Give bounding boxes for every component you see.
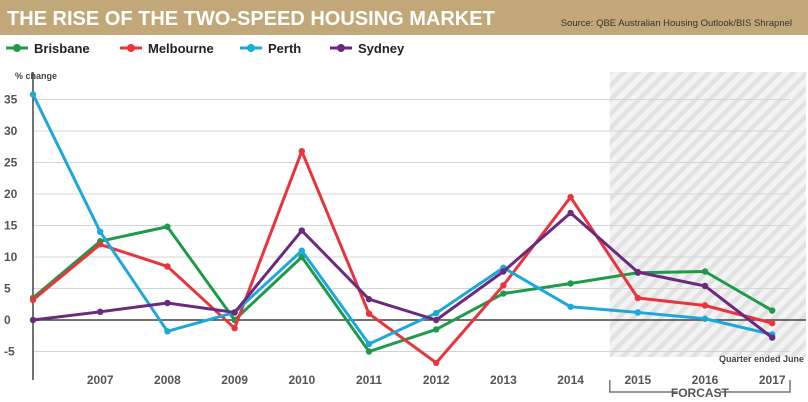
series-line-sydney bbox=[31, 211, 774, 340]
data-point-sydney bbox=[701, 282, 709, 290]
data-point-perth bbox=[567, 303, 574, 310]
data-point-melbourne bbox=[231, 324, 238, 332]
chart-title: THE RISE OF THE TWO-SPEED HOUSING MARKET bbox=[7, 8, 495, 30]
data-point-sydney bbox=[164, 299, 171, 307]
data-point-melbourne bbox=[769, 319, 776, 327]
legend-marker bbox=[13, 44, 21, 52]
legend-label: Brisbane bbox=[34, 41, 90, 56]
y-tick-label: 30 bbox=[4, 124, 18, 138]
y-tick-label: 25 bbox=[4, 156, 18, 170]
data-point-melbourne bbox=[701, 302, 709, 309]
data-point-melbourne bbox=[298, 147, 305, 155]
series-line-melbourne bbox=[31, 149, 774, 365]
data-point-perth bbox=[29, 91, 37, 98]
data-point-perth bbox=[298, 247, 305, 254]
legend-marker bbox=[337, 44, 345, 52]
y-tick-label: 15 bbox=[4, 219, 18, 233]
x-tick-label: 2012 bbox=[423, 373, 450, 387]
x-tick-label: 2009 bbox=[221, 373, 248, 387]
legend: Brisbane Melbourne Perth Sydney bbox=[6, 41, 405, 56]
header-bar bbox=[0, 0, 808, 35]
y-tick-label: 0 bbox=[4, 313, 11, 327]
legend-label: Sydney bbox=[358, 41, 405, 56]
data-point-brisbane bbox=[701, 268, 709, 275]
legend-label: Melbourne bbox=[148, 41, 214, 56]
data-point-brisbane bbox=[433, 326, 440, 333]
data-point-perth bbox=[701, 315, 709, 322]
x-tick-label: 2013 bbox=[490, 373, 517, 387]
data-point-sydney bbox=[231, 309, 238, 316]
data-point-sydney bbox=[500, 268, 507, 275]
x-tick-label: 2011 bbox=[356, 373, 382, 387]
y-axis: 35 30 25 20 15 10 5 0 -5 bbox=[4, 72, 34, 380]
data-point-perth bbox=[433, 309, 440, 317]
data-point-melbourne bbox=[164, 263, 171, 270]
y-tick-label: 20 bbox=[4, 187, 18, 201]
data-point-sydney bbox=[29, 316, 37, 324]
data-point-brisbane bbox=[365, 348, 373, 355]
x-axis: 2007 2008 2009 2010 2011 2012 2013 2014 2015 2016… bbox=[33, 319, 806, 387]
data-point-perth bbox=[365, 340, 373, 348]
y-axis-label: % change bbox=[15, 71, 57, 81]
data-point-melbourne bbox=[634, 294, 641, 302]
data-point-melbourne bbox=[365, 310, 373, 317]
y-tick-label: 10 bbox=[4, 250, 18, 264]
series-line-brisbane bbox=[31, 225, 774, 353]
data-point-brisbane bbox=[567, 280, 574, 287]
x-tick-label: 2008 bbox=[154, 373, 181, 387]
source-note: Source: QBE Australian Housing Outlook/B… bbox=[561, 18, 792, 29]
data-point-melbourne bbox=[567, 193, 574, 201]
x-tick-label: 2007 bbox=[87, 373, 114, 387]
x-tick-label: 2017 bbox=[759, 373, 786, 387]
data-point-sydney bbox=[97, 308, 104, 316]
data-point-brisbane bbox=[769, 307, 776, 314]
forecast-bracket: FORCAST bbox=[609, 380, 791, 400]
y-tick-label: 5 bbox=[4, 282, 11, 296]
x-tick-label: 2016 bbox=[692, 373, 719, 387]
data-point-brisbane bbox=[500, 290, 507, 297]
x-tick-label: 2014 bbox=[557, 373, 584, 387]
x-axis-label: Quarter ended June bbox=[719, 354, 804, 364]
data-point-perth bbox=[634, 309, 641, 316]
forecast-label: FORCAST bbox=[671, 386, 730, 400]
legend-label: Perth bbox=[268, 41, 301, 56]
y-tick-label: -5 bbox=[4, 345, 15, 359]
data-point-melbourne bbox=[433, 359, 440, 367]
x-tick-label: 2015 bbox=[624, 373, 651, 387]
data-point-sydney bbox=[433, 316, 440, 324]
data-point-sydney bbox=[769, 334, 776, 341]
legend-marker bbox=[247, 44, 255, 52]
data-point-melbourne bbox=[500, 282, 507, 289]
data-point-sydney bbox=[298, 227, 305, 234]
forecast-bracket-line bbox=[609, 380, 791, 393]
legend-marker bbox=[127, 44, 135, 52]
data-point-sydney bbox=[365, 296, 373, 303]
data-point-sydney bbox=[567, 209, 574, 217]
data-point-brisbane bbox=[164, 223, 171, 230]
x-tick-label: 2010 bbox=[288, 373, 315, 387]
series-lines bbox=[29, 91, 776, 367]
series-line-perth bbox=[31, 92, 774, 346]
data-point-perth bbox=[164, 328, 171, 335]
data-point-sydney bbox=[634, 268, 641, 276]
data-point-melbourne bbox=[97, 241, 104, 248]
data-point-melbourne bbox=[29, 296, 37, 304]
y-tick-label: 35 bbox=[4, 93, 18, 107]
data-point-perth bbox=[97, 228, 104, 235]
